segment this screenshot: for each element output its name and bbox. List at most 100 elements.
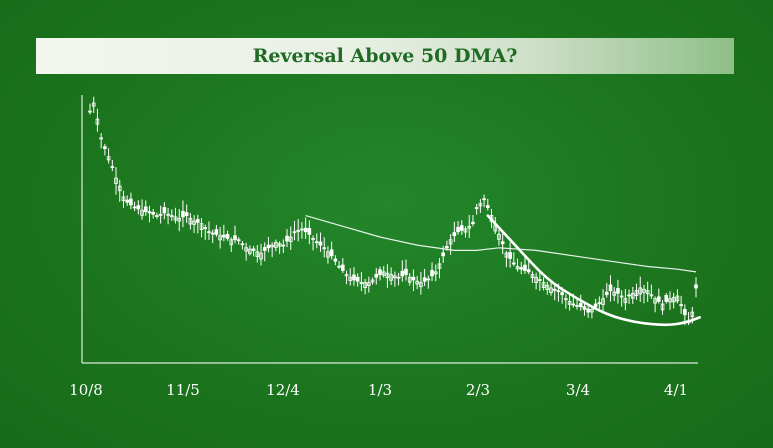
candle-body xyxy=(538,279,542,281)
candle-body xyxy=(486,205,490,208)
candle-body xyxy=(645,290,650,295)
candle-body xyxy=(430,269,434,277)
candle-body xyxy=(467,225,472,229)
candle-body xyxy=(671,296,676,303)
candle-body xyxy=(233,235,237,241)
candle-body xyxy=(590,308,594,313)
candle-body xyxy=(560,292,564,296)
candle-body xyxy=(619,295,624,298)
candle-body xyxy=(653,298,657,304)
candle-body xyxy=(188,217,193,225)
candle-body xyxy=(378,269,382,275)
candle-body xyxy=(329,249,334,257)
candle-body xyxy=(103,146,107,149)
candle-body xyxy=(203,227,208,230)
candle-body xyxy=(259,252,263,260)
candle-body xyxy=(341,264,345,271)
candle-body xyxy=(578,302,583,308)
candle-body xyxy=(500,241,505,245)
candle-body xyxy=(512,262,516,265)
candle-body xyxy=(668,298,672,303)
candle-body xyxy=(530,274,535,279)
candle-body xyxy=(552,288,557,291)
candle-body xyxy=(612,291,617,296)
candle-body xyxy=(132,206,137,209)
candle-body xyxy=(627,294,631,297)
candle-body xyxy=(136,205,141,210)
candle-body xyxy=(608,284,613,292)
candle-body xyxy=(657,296,661,302)
candle-body xyxy=(240,243,245,246)
candle-body xyxy=(285,235,289,242)
candle-body xyxy=(177,217,182,222)
candle-body xyxy=(151,212,156,215)
candle-body xyxy=(649,294,654,297)
candle-body xyxy=(497,233,501,240)
candle-body xyxy=(348,276,353,281)
candle-body xyxy=(564,298,568,301)
candle-body xyxy=(292,231,297,234)
candle-body xyxy=(337,265,341,268)
candle-body xyxy=(385,272,390,279)
candle-body xyxy=(456,226,460,233)
candle-body xyxy=(571,303,576,306)
candle-body xyxy=(630,292,635,299)
candle-body xyxy=(660,303,665,311)
candle-body xyxy=(604,291,609,296)
candle-body xyxy=(207,231,211,234)
candle-body xyxy=(534,276,538,283)
candle-body xyxy=(155,215,159,218)
candle-body xyxy=(597,302,602,305)
candle-body xyxy=(143,206,148,212)
candle-body xyxy=(125,199,129,203)
candle-body xyxy=(508,252,512,259)
candle-body xyxy=(288,236,293,243)
candle-body xyxy=(326,251,330,258)
candle-body xyxy=(400,270,405,277)
candle-body xyxy=(404,268,408,275)
candle-body xyxy=(426,278,431,281)
candle-body xyxy=(181,210,185,218)
candle-body xyxy=(575,304,579,307)
candle-body xyxy=(95,118,100,125)
candle-body xyxy=(303,227,308,233)
candle-body xyxy=(225,233,230,239)
candle-body xyxy=(396,276,401,279)
candle-body xyxy=(355,276,360,282)
candle-body xyxy=(616,288,620,294)
x-tick-label: 11/5 xyxy=(166,381,200,399)
candle-body xyxy=(367,282,371,287)
candle-body xyxy=(459,225,464,231)
candle-body xyxy=(169,215,174,218)
candle-body xyxy=(445,246,449,249)
candle-body xyxy=(147,211,152,214)
candle-body xyxy=(199,223,204,230)
moving-average-50d-line xyxy=(305,215,697,273)
candle-body xyxy=(452,232,457,237)
candle-body xyxy=(266,244,271,249)
candle-body xyxy=(314,241,319,244)
candle-body xyxy=(173,216,178,221)
candle-body xyxy=(694,284,698,289)
candle-body xyxy=(158,213,163,216)
candle-body xyxy=(311,237,315,240)
x-tick-label: 2/3 xyxy=(466,381,490,399)
candle-body xyxy=(248,248,252,254)
candle-body xyxy=(504,252,509,258)
candle-body xyxy=(664,294,669,302)
candle-body xyxy=(229,239,234,246)
candle-body xyxy=(129,198,133,206)
candle-body xyxy=(359,282,364,285)
candle-body xyxy=(374,273,379,278)
candle-body xyxy=(370,279,375,283)
candle-body xyxy=(307,228,312,235)
candle-body xyxy=(196,219,200,223)
candle-body xyxy=(675,295,680,302)
candle-body xyxy=(441,252,445,257)
candle-body xyxy=(99,137,103,140)
candle-body xyxy=(88,110,92,113)
candle-body xyxy=(638,287,643,295)
candle-body xyxy=(114,177,118,184)
